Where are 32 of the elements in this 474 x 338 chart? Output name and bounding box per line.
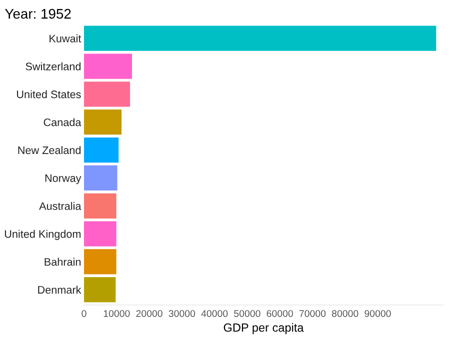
- bar: [84, 137, 119, 163]
- y-tick-label: United Kingdom: [4, 230, 81, 240]
- y-tick-label: New Zealand: [18, 146, 81, 154]
- y-tick-label: Switzerland: [26, 62, 81, 70]
- chart-title: Year: 1952: [5, 8, 71, 19]
- x-tick-label: 40000: [201, 310, 228, 317]
- y-tick-label: Australia: [39, 202, 82, 210]
- y-tick-label: Kuwait: [50, 34, 82, 42]
- x-axis-title: GDP per capita: [224, 323, 304, 334]
- bar: [84, 110, 122, 135]
- y-tick-label: Canada: [44, 118, 82, 126]
- bar: [84, 26, 436, 51]
- bar: [84, 277, 116, 302]
- bar: [84, 82, 130, 107]
- y-tick-label: Denmark: [38, 286, 82, 294]
- x-tick-label: 20000: [136, 310, 162, 317]
- bar: [84, 165, 118, 191]
- bar: [84, 54, 132, 79]
- x-tick-label: 10000: [104, 310, 130, 317]
- bar: [84, 249, 116, 274]
- x-tick-label: 30000: [168, 310, 196, 317]
- x-tick-label: 0: [82, 310, 86, 317]
- y-tick-label: United States: [17, 90, 81, 98]
- x-tick-label: 70000: [299, 310, 326, 317]
- x-tick-label: 50000: [234, 310, 260, 317]
- bar: [84, 221, 116, 246]
- x-tick-label: 60000: [266, 310, 293, 317]
- x-tick-label: 90000: [364, 310, 391, 317]
- y-tick-label: Bahrain: [44, 258, 81, 266]
- x-tick-label: 80000: [332, 310, 358, 317]
- bar: [84, 193, 116, 218]
- y-tick-label: Norway: [45, 174, 82, 184]
